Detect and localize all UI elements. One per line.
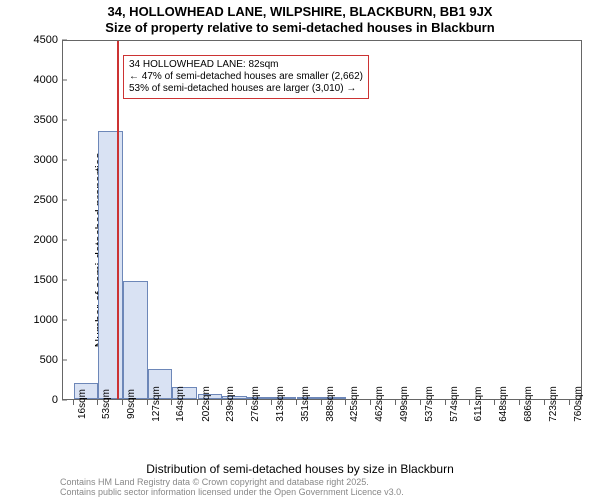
y-tick-mark	[62, 240, 67, 241]
chart-title-line1: 34, HOLLOWHEAD LANE, WILPSHIRE, BLACKBUR…	[0, 4, 600, 19]
x-tick-mark	[544, 400, 545, 405]
x-tick-label: 388sqm	[325, 386, 336, 422]
y-tick-label: 500	[18, 354, 58, 366]
x-tick-label: 53sqm	[101, 389, 112, 419]
x-tick-label: 462sqm	[374, 386, 385, 422]
y-tick-label: 3500	[18, 114, 58, 126]
y-tick-mark	[62, 40, 67, 41]
chart-title-line2: Size of property relative to semi-detach…	[0, 20, 600, 35]
y-tick-label: 0	[18, 394, 58, 406]
y-tick-mark	[62, 80, 67, 81]
x-tick-label: 313sqm	[275, 386, 286, 422]
x-tick-label: 127sqm	[151, 386, 162, 422]
y-tick-mark	[62, 120, 67, 121]
y-tick-label: 4500	[18, 34, 58, 46]
plot-area: 34 HOLLOWHEAD LANE: 82sqm ← 47% of semi-…	[62, 40, 582, 400]
y-tick-label: 1500	[18, 274, 58, 286]
x-tick-label: 723sqm	[548, 386, 559, 422]
x-tick-mark	[519, 400, 520, 405]
x-tick-mark	[171, 400, 172, 405]
y-tick-mark	[62, 400, 67, 401]
annotation-line1: 34 HOLLOWHEAD LANE: 82sqm	[129, 59, 363, 71]
x-tick-mark	[345, 400, 346, 405]
y-tick-mark	[62, 200, 67, 201]
chart-container: 34, HOLLOWHEAD LANE, WILPSHIRE, BLACKBUR…	[0, 0, 600, 500]
y-tick-label: 1000	[18, 314, 58, 326]
x-tick-mark	[494, 400, 495, 405]
x-tick-mark	[569, 400, 570, 405]
annotation-box: 34 HOLLOWHEAD LANE: 82sqm ← 47% of semi-…	[123, 55, 369, 99]
annotation-line2: ← 47% of semi-detached houses are smalle…	[129, 71, 363, 83]
y-tick-mark	[62, 280, 67, 281]
histogram-bar	[123, 281, 148, 399]
x-tick-label: 90sqm	[126, 389, 137, 419]
x-tick-mark	[271, 400, 272, 405]
x-tick-mark	[370, 400, 371, 405]
x-tick-mark	[73, 400, 74, 405]
y-tick-label: 4000	[18, 74, 58, 86]
x-tick-mark	[321, 400, 322, 405]
x-tick-mark	[469, 400, 470, 405]
y-tick-label: 2000	[18, 234, 58, 246]
credits-line2: Contains public sector information licen…	[60, 488, 404, 498]
x-axis-label: Distribution of semi-detached houses by …	[0, 462, 600, 476]
property-marker-line	[117, 41, 119, 399]
x-tick-mark	[246, 400, 247, 405]
histogram-bar	[98, 131, 123, 399]
y-tick-mark	[62, 320, 67, 321]
x-tick-label: 499sqm	[399, 386, 410, 422]
x-tick-mark	[122, 400, 123, 405]
x-tick-mark	[296, 400, 297, 405]
x-tick-mark	[221, 400, 222, 405]
x-tick-label: 164sqm	[175, 386, 186, 422]
y-tick-mark	[62, 360, 67, 361]
credits-text: Contains HM Land Registry data © Crown c…	[60, 478, 404, 498]
x-tick-label: 648sqm	[498, 386, 509, 422]
x-tick-label: 351sqm	[300, 386, 311, 422]
annotation-line3: 53% of semi-detached houses are larger (…	[129, 83, 363, 95]
x-tick-label: 202sqm	[201, 386, 212, 422]
x-tick-label: 611sqm	[473, 387, 484, 422]
x-tick-label: 16sqm	[77, 389, 88, 419]
x-tick-label: 574sqm	[449, 386, 460, 422]
y-tick-label: 3000	[18, 154, 58, 166]
x-tick-mark	[197, 400, 198, 405]
y-tick-label: 2500	[18, 194, 58, 206]
x-tick-mark	[395, 400, 396, 405]
x-tick-label: 239sqm	[225, 386, 236, 422]
x-tick-label: 425sqm	[349, 386, 360, 422]
x-tick-mark	[147, 400, 148, 405]
x-tick-label: 276sqm	[250, 386, 261, 422]
x-tick-label: 760sqm	[573, 386, 584, 422]
x-tick-mark	[420, 400, 421, 405]
y-tick-mark	[62, 160, 67, 161]
x-tick-label: 537sqm	[424, 386, 435, 422]
x-tick-mark	[97, 400, 98, 405]
x-tick-mark	[445, 400, 446, 405]
x-tick-label: 686sqm	[523, 386, 534, 422]
